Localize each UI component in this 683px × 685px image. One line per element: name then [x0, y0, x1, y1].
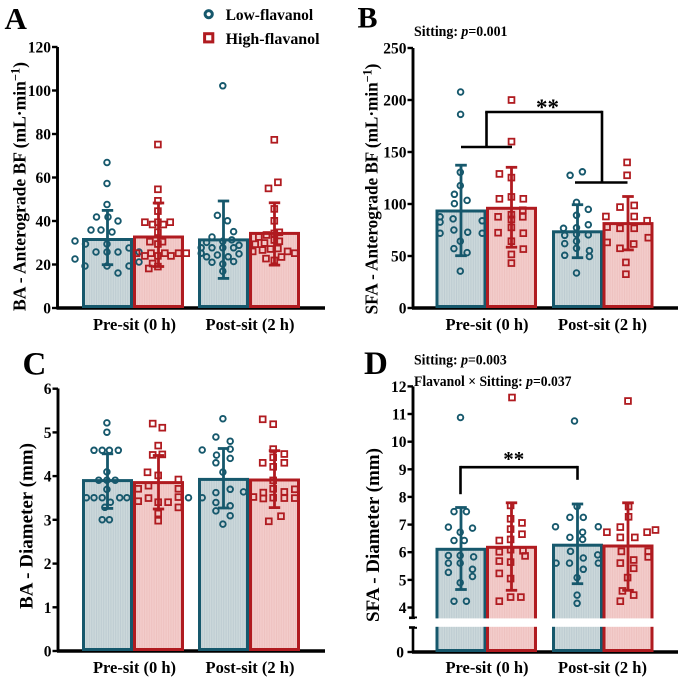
svg-text:Post-sit (2 h): Post-sit (2 h): [206, 315, 295, 334]
svg-text:8: 8: [399, 489, 407, 506]
svg-text:Post-sit (2 h): Post-sit (2 h): [206, 658, 295, 677]
svg-text:2: 2: [44, 556, 52, 573]
svg-text:0: 0: [44, 644, 52, 661]
svg-text:60: 60: [36, 170, 52, 187]
svg-text:80: 80: [36, 127, 52, 144]
svg-text:D: D: [364, 346, 388, 382]
svg-text:Flavanol × Sitting: p=0.037: Flavanol × Sitting: p=0.037: [414, 374, 572, 390]
svg-text:4: 4: [399, 600, 407, 617]
svg-text:BA - Diameter (mm): BA - Diameter (mm): [17, 443, 38, 609]
svg-text:200: 200: [383, 93, 407, 110]
svg-text:**: **: [536, 95, 559, 120]
svg-text:6: 6: [44, 381, 52, 398]
svg-text:100: 100: [383, 197, 407, 214]
svg-text:1: 1: [44, 600, 52, 617]
svg-text:6: 6: [399, 545, 407, 562]
svg-text:40: 40: [36, 214, 52, 231]
svg-text:Pre-sit (0 h): Pre-sit (0 h): [445, 315, 528, 334]
svg-text:B: B: [358, 2, 378, 35]
svg-text:5: 5: [399, 572, 407, 589]
svg-text:0: 0: [396, 645, 404, 662]
svg-text:Pre-sit (0 h): Pre-sit (0 h): [93, 315, 176, 334]
svg-text:Pre-sit (0 h): Pre-sit (0 h): [445, 658, 528, 677]
svg-text:SFA - Anterograde BF (mL·min−1: SFA - Anterograde BF (mL·min−1): [360, 64, 381, 315]
svg-text:7: 7: [399, 517, 407, 534]
svg-text:A: A: [5, 1, 28, 36]
svg-text:100: 100: [28, 83, 52, 100]
svg-text:Sitting: p=0.003: Sitting: p=0.003: [414, 353, 507, 369]
svg-text:20: 20: [36, 257, 52, 274]
svg-text:11: 11: [392, 407, 407, 424]
svg-text:5: 5: [44, 425, 52, 442]
svg-text:12: 12: [391, 379, 407, 396]
svg-text:Pre-sit (0 h): Pre-sit (0 h): [93, 658, 176, 677]
svg-text:Low-flavanol: Low-flavanol: [226, 7, 314, 24]
svg-text:BA - Anterograde BF (mL·min−1): BA - Anterograde BF (mL·min−1): [8, 62, 29, 311]
svg-text:120: 120: [28, 40, 52, 57]
svg-text:Post-sit (2 h): Post-sit (2 h): [558, 315, 647, 334]
svg-text:Post-sit (2 h): Post-sit (2 h): [558, 658, 647, 677]
svg-text:250: 250: [383, 41, 407, 58]
svg-text:150: 150: [383, 145, 407, 162]
svg-text:**: **: [503, 447, 524, 471]
svg-text:10: 10: [391, 434, 407, 451]
svg-text:3: 3: [44, 512, 52, 529]
svg-text:4: 4: [44, 469, 52, 486]
svg-text:High-flavanol: High-flavanol: [226, 31, 321, 48]
svg-text:0: 0: [399, 301, 407, 318]
svg-text:C: C: [23, 347, 47, 383]
svg-text:SFA - Diameter (mm): SFA - Diameter (mm): [363, 448, 384, 622]
svg-text:Sitting: p=0.001: Sitting: p=0.001: [414, 24, 508, 40]
svg-text:0: 0: [43, 301, 51, 318]
svg-text:50: 50: [391, 249, 407, 266]
svg-text:9: 9: [399, 462, 407, 479]
